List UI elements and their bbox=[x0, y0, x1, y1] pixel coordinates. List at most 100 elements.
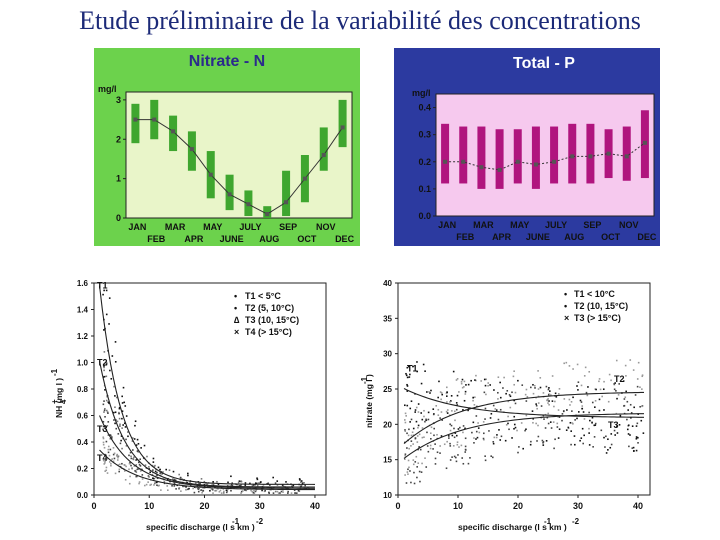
scatter-point bbox=[104, 407, 106, 410]
scatter-point bbox=[551, 400, 554, 402]
scatter-point bbox=[613, 429, 616, 432]
scatter-point bbox=[610, 433, 613, 435]
scatter-point bbox=[636, 422, 639, 425]
scatter-point bbox=[123, 470, 126, 472]
scatter-point bbox=[542, 441, 544, 444]
scatter-point bbox=[483, 378, 486, 381]
scatter-point bbox=[118, 407, 121, 410]
y-tick-label: 0 bbox=[116, 213, 121, 223]
scatter-point bbox=[117, 433, 120, 435]
scatter-point bbox=[153, 484, 155, 486]
scatter-point bbox=[530, 440, 532, 443]
scatter-point bbox=[133, 465, 136, 467]
scatter-point bbox=[250, 489, 252, 492]
scatter-point bbox=[490, 412, 493, 415]
y-tick-label: 0.8 bbox=[77, 385, 89, 394]
scatter-point bbox=[154, 470, 157, 473]
mean-point bbox=[133, 117, 138, 122]
scatter-point bbox=[117, 456, 119, 459]
scatter-point bbox=[117, 455, 120, 458]
scatter-point bbox=[249, 487, 252, 490]
scatter-point bbox=[274, 482, 277, 484]
scatter-point bbox=[152, 457, 155, 460]
scatter-point bbox=[416, 370, 419, 373]
scatter-point bbox=[454, 456, 457, 459]
scatter-point bbox=[203, 480, 206, 483]
scatter-point bbox=[427, 418, 430, 421]
scatter-point bbox=[429, 392, 431, 394]
scatter-point bbox=[180, 490, 182, 492]
scatter-point bbox=[577, 411, 580, 413]
scatter-point bbox=[480, 380, 482, 382]
scatter-point bbox=[120, 439, 122, 442]
scatter-point bbox=[542, 441, 545, 443]
scatter-point bbox=[260, 481, 262, 483]
scatter-point bbox=[536, 407, 538, 410]
scatter-point bbox=[477, 427, 480, 429]
scatter-point bbox=[108, 323, 110, 325]
scatter-point bbox=[490, 455, 493, 457]
scatter-point bbox=[251, 490, 253, 493]
scatter-point bbox=[455, 379, 458, 381]
scatter-point bbox=[252, 491, 255, 494]
scatter-point bbox=[149, 471, 151, 474]
y-tick-label: 10 bbox=[383, 491, 392, 500]
scatter-point bbox=[114, 472, 117, 475]
scatter-point bbox=[256, 478, 259, 481]
scatter-point bbox=[507, 415, 509, 418]
scatter-point bbox=[639, 386, 641, 389]
scatter-point bbox=[477, 422, 479, 424]
x-tick-label: 10 bbox=[144, 501, 154, 511]
range-bar-sep bbox=[282, 170, 291, 217]
month-label: MAR bbox=[473, 220, 494, 230]
scatter-point bbox=[419, 448, 422, 451]
scatter-point bbox=[418, 446, 420, 448]
scatter-point bbox=[406, 447, 408, 449]
scatter-point bbox=[577, 389, 579, 391]
scatter-point bbox=[424, 420, 426, 423]
scatter-point bbox=[531, 410, 534, 412]
scatter-point bbox=[407, 468, 409, 471]
scatter-point bbox=[455, 460, 458, 463]
range-bar-dec bbox=[338, 99, 347, 148]
scatter-point bbox=[551, 375, 554, 377]
scatter-point bbox=[607, 438, 609, 441]
scatter-point bbox=[571, 410, 573, 412]
month-label: JULY bbox=[239, 222, 261, 232]
scatter-point bbox=[635, 437, 638, 440]
scatter-point bbox=[425, 418, 427, 421]
scatter-point bbox=[293, 489, 296, 492]
scatter-point bbox=[187, 472, 189, 475]
scatter-point bbox=[112, 460, 115, 463]
scatter-point bbox=[548, 403, 550, 406]
scatter-point bbox=[104, 462, 106, 464]
scatter-point bbox=[617, 394, 620, 396]
scatter-point bbox=[472, 396, 475, 399]
scatter-point bbox=[467, 383, 470, 386]
scatter-point bbox=[125, 438, 127, 441]
y-tick-label: 3 bbox=[116, 95, 121, 105]
legend-entry: T3 (10, 15°C) bbox=[245, 315, 299, 325]
scatter-point bbox=[416, 466, 418, 468]
scatter-point bbox=[252, 484, 255, 486]
range-bar-nov bbox=[319, 127, 328, 171]
scatter-point bbox=[103, 375, 106, 378]
scatter-point bbox=[542, 414, 545, 417]
scatter-point bbox=[445, 467, 448, 470]
scatter-point bbox=[128, 482, 131, 485]
scatter-point bbox=[464, 437, 467, 440]
scatter-point bbox=[240, 480, 243, 483]
scatter-point bbox=[542, 392, 545, 394]
scatter-point bbox=[450, 424, 453, 427]
scatter-point bbox=[137, 461, 140, 464]
y-tick-label: 1 bbox=[116, 174, 121, 184]
scatter-point bbox=[251, 485, 254, 487]
scatter-point bbox=[135, 468, 138, 471]
scatter-point bbox=[458, 446, 460, 448]
scatter-point bbox=[185, 488, 187, 491]
range-bar-jan bbox=[441, 123, 450, 184]
scatter-point bbox=[554, 438, 556, 441]
scatter-point bbox=[598, 380, 600, 383]
month-label: JAN bbox=[128, 222, 146, 232]
fit-curve-t2 bbox=[403, 391, 645, 445]
